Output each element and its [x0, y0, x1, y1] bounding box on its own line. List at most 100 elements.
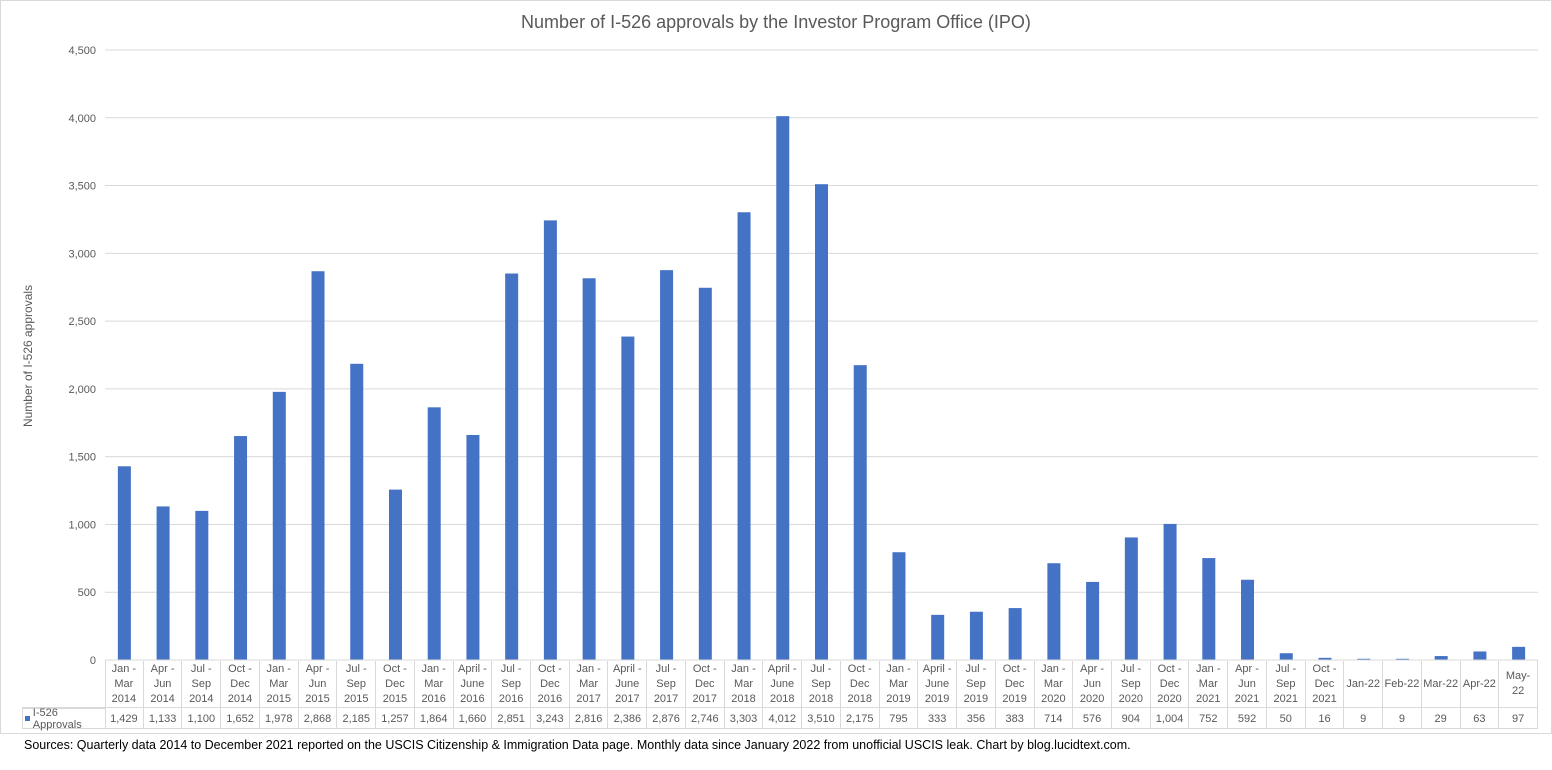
- x-tick-label: Jan - Mar 2019: [880, 661, 919, 707]
- x-tick-label: May- 22: [1499, 661, 1538, 707]
- data-label: 2,175: [841, 708, 880, 729]
- x-tick-label: Oct - Dec 2015: [376, 661, 415, 707]
- x-tick-label: Jan - Mar 2018: [725, 661, 764, 707]
- bar: [1279, 653, 1293, 660]
- bar: [427, 407, 441, 660]
- source-note: Sources: Quarterly data 2014 to December…: [24, 738, 1131, 752]
- bar: [272, 391, 286, 660]
- y-tick-label: 500: [78, 587, 96, 599]
- data-label: 3,510: [802, 708, 841, 729]
- x-tick-label: Jan - Mar 2020: [1035, 661, 1074, 707]
- x-tick-label: Jul - Sep 2018: [802, 661, 841, 707]
- data-label: 1,429: [105, 708, 144, 729]
- x-tick-label: Jan - Mar 2021: [1189, 661, 1229, 707]
- x-tick-label: April - June 2019: [918, 661, 958, 707]
- bar: [698, 287, 712, 660]
- data-label: 29: [1422, 708, 1461, 729]
- bar: [388, 489, 402, 660]
- y-tick-label: 2,000: [68, 384, 96, 396]
- bar: [1086, 581, 1100, 660]
- bar: [1008, 608, 1022, 660]
- x-tick-label: Feb-22: [1383, 661, 1422, 707]
- bar: [776, 116, 790, 660]
- y-tick-label: 4,000: [68, 113, 96, 125]
- x-tick-label: Jul - Sep 2015: [337, 661, 377, 707]
- bar: [1047, 563, 1061, 660]
- bar: [1434, 656, 1448, 660]
- data-table-legend: I-526 Approvals: [22, 707, 106, 731]
- bar: [1395, 658, 1409, 660]
- bar: [543, 220, 557, 661]
- x-tick-label: Jul - Sep 2020: [1112, 661, 1151, 707]
- x-tick-label: Jul - Sep 2019: [957, 661, 996, 707]
- y-tick-label: 3,500: [68, 181, 96, 193]
- x-tick-label: Jul - Sep 2021: [1267, 661, 1306, 707]
- data-label: 1,864: [415, 708, 454, 729]
- data-label: 1,257: [376, 708, 415, 729]
- y-tick-label: 1,500: [68, 452, 96, 464]
- data-label: 50: [1267, 708, 1306, 729]
- y-tick-label: 0: [90, 655, 96, 667]
- x-tick-label: Jan - Mar 2014: [105, 661, 144, 707]
- x-tick-label: Oct - Dec 2021: [1306, 661, 1345, 707]
- x-tick-label: Jul - Sep 2016: [492, 661, 532, 707]
- bar: [466, 434, 480, 660]
- y-tick-label: 1,000: [68, 519, 96, 531]
- bar: [815, 184, 828, 660]
- bar: [892, 552, 906, 660]
- data-label: 97: [1499, 708, 1538, 729]
- x-tick-label: Apr - Jun 2020: [1073, 661, 1112, 707]
- bar: [505, 273, 519, 660]
- legend-key: [25, 716, 30, 721]
- bar: [621, 336, 635, 660]
- chart-title: Number of I-526 approvals by the Investo…: [521, 12, 1031, 32]
- data-label: 333: [918, 708, 958, 729]
- x-tick-label: Jan-22: [1344, 661, 1384, 707]
- x-tick-label: Mar-22: [1422, 661, 1461, 707]
- data-label: 1,652: [221, 708, 260, 729]
- data-label: 904: [1112, 708, 1151, 729]
- bar: [1124, 537, 1138, 660]
- bar: [1163, 523, 1177, 660]
- data-label: 592: [1228, 708, 1267, 729]
- x-tick-label: Jul - Sep 2017: [647, 661, 686, 707]
- y-tick-label: 3,000: [68, 248, 96, 260]
- bar: [350, 363, 364, 660]
- bar: [311, 271, 325, 660]
- bar: [853, 365, 867, 660]
- x-tick-label: Oct - Dec 2019: [996, 661, 1035, 707]
- data-label: 3,303: [725, 708, 764, 729]
- table-row-divider: [22, 707, 1538, 708]
- data-label: 1,978: [260, 708, 299, 729]
- data-label: 1,004: [1151, 708, 1190, 729]
- x-tick-label: Jul - Sep 2014: [182, 661, 222, 707]
- x-tick-label: Oct - Dec 2018: [841, 661, 880, 707]
- data-label: 2,185: [337, 708, 377, 729]
- x-tick-label: Apr-22: [1461, 661, 1500, 707]
- data-label: 16: [1306, 708, 1345, 729]
- data-label: 2,876: [647, 708, 686, 729]
- x-tick-label: Apr - Jun 2014: [144, 661, 183, 707]
- bar: [1318, 657, 1332, 660]
- bar: [1512, 646, 1526, 660]
- x-tick-label: Oct - Dec 2017: [686, 661, 725, 707]
- x-tick-label: Apr - Jun 2015: [299, 661, 338, 707]
- bar: [1473, 651, 1487, 660]
- data-label: 1,133: [144, 708, 183, 729]
- bar: [1202, 558, 1216, 660]
- x-tick-label: Jan - Mar 2017: [570, 661, 609, 707]
- data-label: 9: [1344, 708, 1384, 729]
- data-label: 2,816: [570, 708, 609, 729]
- x-tick-label: April - June 2016: [454, 661, 493, 707]
- bar: [1241, 579, 1255, 660]
- data-label: 576: [1073, 708, 1112, 729]
- data-label: 356: [957, 708, 996, 729]
- x-tick-label: Jan - Mar 2016: [415, 661, 454, 707]
- bar: [156, 506, 170, 660]
- data-label: 4,012: [763, 708, 803, 729]
- x-tick-label: Jan - Mar 2015: [260, 661, 299, 707]
- data-label: 2,386: [608, 708, 648, 729]
- x-tick-label: April - June 2018: [763, 661, 803, 707]
- bar: [117, 466, 131, 660]
